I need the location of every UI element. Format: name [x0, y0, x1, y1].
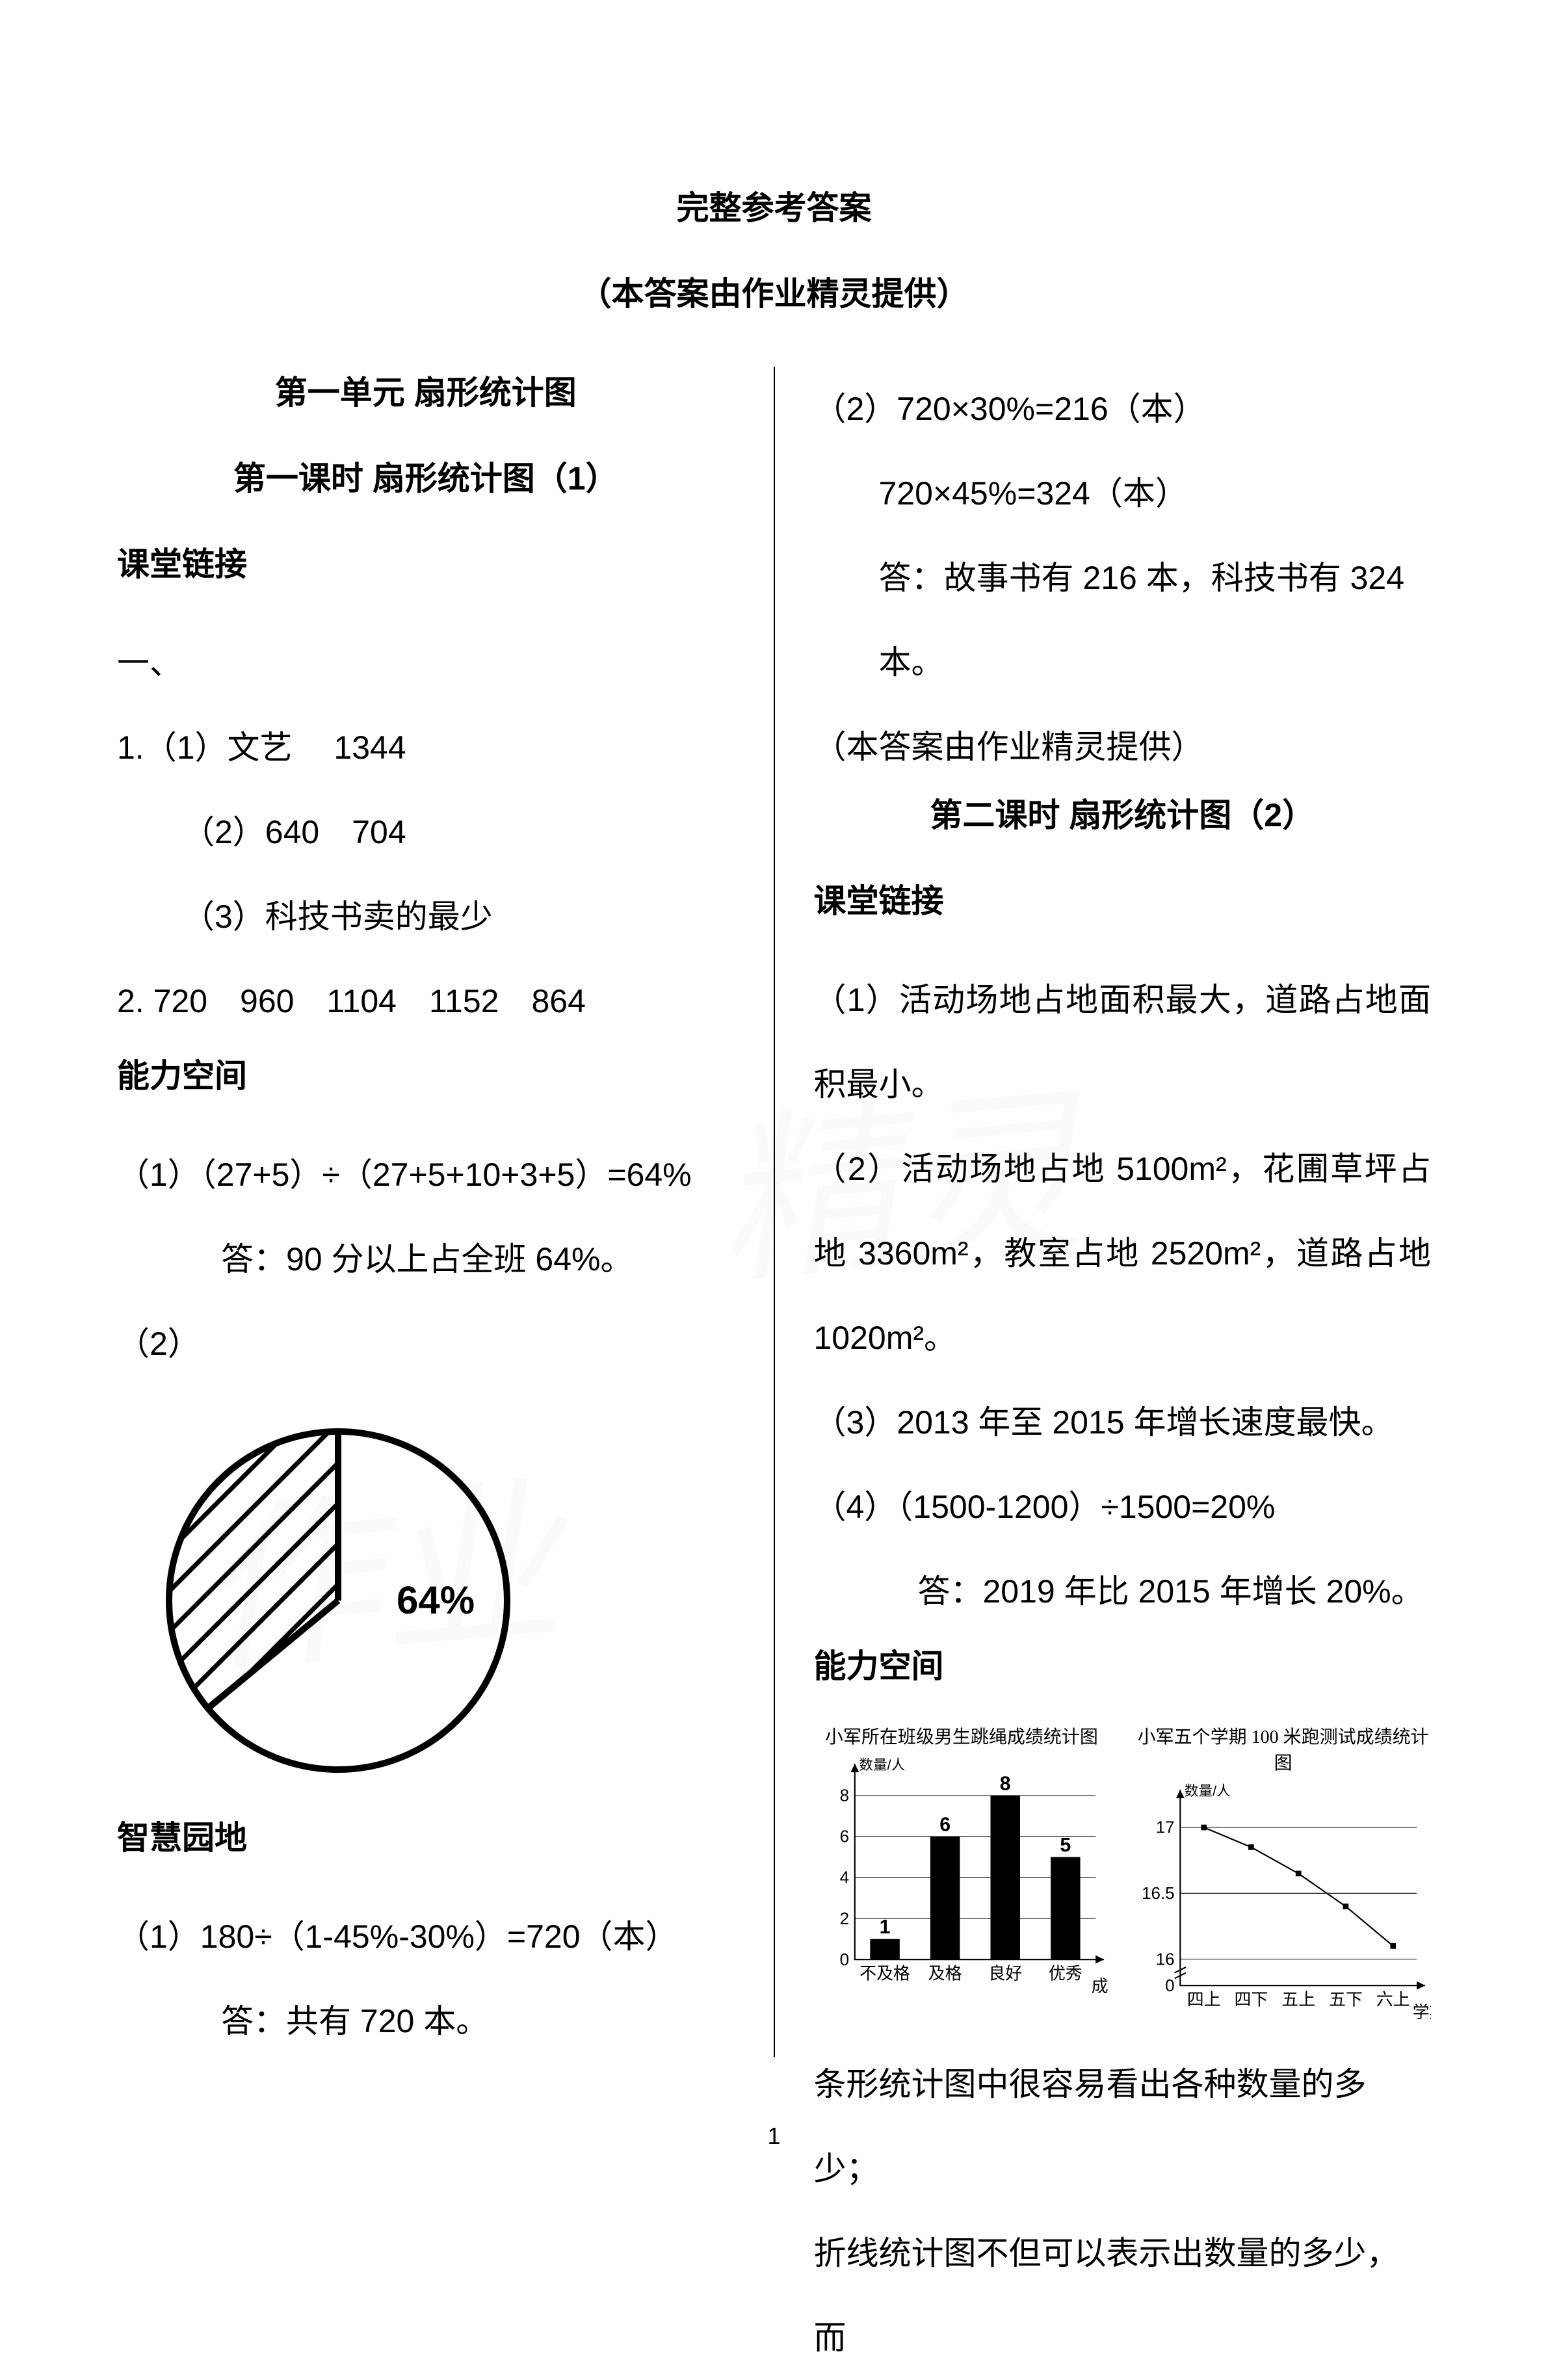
provenance-note: （本答案由作业精灵提供） [814, 705, 1432, 789]
bar-chart: 小军所在班级男生跳绳成绩统计图 数量/人 0 2 4 6 8 1 不及格 6 及格 8 良好 5 优秀成绩 [814, 1723, 1110, 2022]
answer-line: （4）（1500-1200）÷1500=20% [814, 1465, 1432, 1549]
two-column-layout: 第一单元 扇形统计图 第一课时 扇形统计图（1） 课堂链接 一、 1.（1）文艺… [117, 367, 1431, 2380]
svg-text:五下: 五下 [1329, 1989, 1363, 2009]
answer-line: （3）2013 年至 2015 年增长速度最快。 [814, 1380, 1432, 1465]
svg-text:四下: 四下 [1235, 1989, 1268, 2009]
mini-charts-row: 小军所在班级男生跳绳成绩统计图 数量/人 0 2 4 6 8 1 不及格 6 及格 8 良好 5 优秀成绩… [814, 1723, 1432, 2022]
svg-text:学期: 学期 [1413, 2002, 1431, 2019]
page-title: 完整参考答案 [117, 182, 1431, 229]
svg-text:数量/人: 数量/人 [859, 1757, 905, 1773]
answer-line: （3）科技书卖的最少 [117, 874, 735, 959]
answer-line: （1）（27+5）÷（27+5+10+3+5）=64% [117, 1132, 735, 1217]
svg-text:6: 6 [839, 1827, 848, 1846]
svg-text:5: 5 [1060, 1835, 1071, 1856]
svg-text:4: 4 [839, 1868, 848, 1887]
answer-line: （2） [117, 1301, 735, 1386]
svg-text:64%: 64% [397, 1578, 475, 1622]
unit-heading: 第一单元 扇形统计图 [117, 367, 735, 413]
answer-line: 2. 720 960 1104 1152 864 [117, 959, 735, 1043]
line-chart: 小军五个学期 100 米跑测试成绩统计图 数量/人 16 16.5 17 四上四下五上五… [1135, 1723, 1431, 2022]
svg-text:2: 2 [839, 1909, 848, 1928]
answer-line: 720×45%=324（本） [814, 451, 1432, 536]
section-heading: 能力空间 [117, 1050, 735, 1097]
svg-text:16.5: 16.5 [1142, 1883, 1175, 1903]
section-heading: 智慧园地 [117, 1812, 735, 1859]
list-marker: 一、 [117, 621, 735, 705]
answer-line: 条形统计图中很容易看出各种数量的多少； [814, 2042, 1432, 2211]
svg-text:六上: 六上 [1376, 1989, 1410, 2009]
svg-text:16: 16 [1156, 1949, 1175, 1968]
answer-line: （1）180÷（1-45%-30%）=720（本） [117, 1894, 735, 1979]
pie-chart: 64% [143, 1412, 735, 1779]
answer-line: （2）720×30%=216（本） [814, 367, 1432, 451]
svg-text:17: 17 [1156, 1818, 1175, 1837]
svg-text:成绩: 成绩 [1091, 1976, 1109, 1993]
svg-text:0: 0 [1165, 1976, 1174, 1995]
answer-line: 答：共有 720 本。 [117, 1979, 735, 2063]
svg-text:数量/人: 数量/人 [1185, 1783, 1231, 1799]
svg-text:1: 1 [879, 1916, 890, 1938]
lesson-heading: 第二课时 扇形统计图（2） [814, 789, 1432, 836]
section-heading: 课堂链接 [814, 875, 1432, 922]
answer-line: 答：故事书有 216 本，科技书有 324 本。 [814, 536, 1432, 705]
answer-line: 答：2019 年比 2015 年增长 20%。 [814, 1549, 1432, 1634]
svg-text:8: 8 [999, 1773, 1010, 1794]
svg-text:五上: 五上 [1281, 1989, 1315, 2009]
answer-line: 折线统计图不但可以表示出数量的多少，而 [814, 2211, 1432, 2380]
svg-text:8: 8 [839, 1786, 848, 1805]
lesson-heading: 第一课时 扇形统计图（1） [117, 452, 735, 499]
svg-text:6: 6 [939, 1814, 951, 1835]
section-heading: 课堂链接 [117, 538, 735, 585]
svg-text:0: 0 [839, 1950, 848, 1969]
section-heading: 能力空间 [814, 1640, 1432, 1687]
answer-line: （2）活动场地占地 5100m²，花圃草坪占地 3360m²，教室占地 2520… [814, 1127, 1432, 1380]
bar-chart-title: 小军所在班级男生跳绳成绩统计图 [814, 1723, 1110, 1749]
svg-text:不及格: 不及格 [859, 1963, 910, 1983]
line-chart-title: 小军五个学期 100 米跑测试成绩统计图 [1135, 1723, 1431, 1775]
answer-line: 答：90 分以上占全班 64%。 [117, 1217, 735, 1301]
left-column: 第一单元 扇形统计图 第一课时 扇形统计图（1） 课堂链接 一、 1.（1）文艺… [117, 367, 774, 2380]
svg-text:优秀: 优秀 [1048, 1963, 1082, 1983]
answer-line: （2）640 704 [117, 790, 735, 874]
svg-text:及格: 及格 [928, 1963, 962, 1983]
page-subtitle: （本答案由作业精灵提供） [117, 268, 1431, 315]
right-column: （2）720×30%=216（本） 720×45%=324（本） 答：故事书有 … [775, 367, 1432, 2380]
answer-line: 1.（1）文艺 1344 [117, 705, 735, 790]
answer-line: （1）活动场地占地面积最大，道路占地面积最小。 [814, 958, 1432, 1127]
svg-text:四上: 四上 [1187, 1989, 1221, 2009]
page-number: 1 [767, 2123, 780, 2150]
svg-text:良好: 良好 [988, 1963, 1022, 1983]
